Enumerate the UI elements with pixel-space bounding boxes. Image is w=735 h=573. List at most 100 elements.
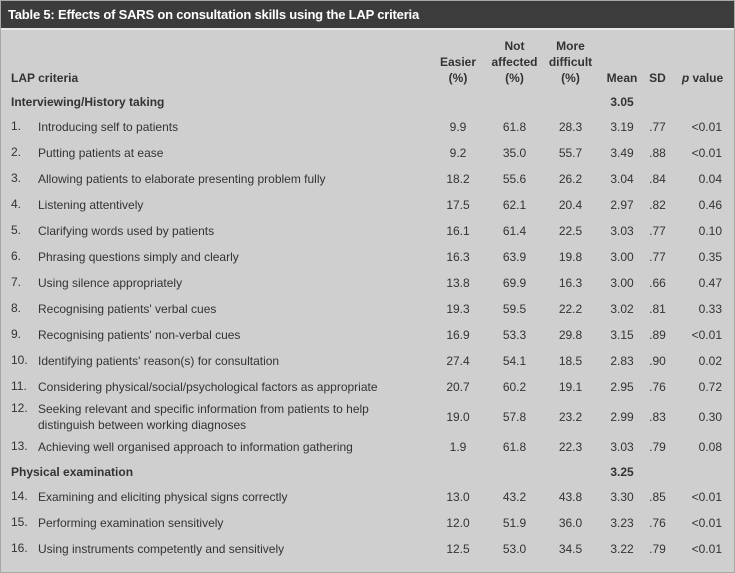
sd-value: .83 [649, 410, 666, 424]
section-mean: 3.05 [610, 95, 634, 109]
criterion-number: 12. [11, 401, 28, 415]
sd-value: .85 [649, 490, 666, 504]
easier-value: 16.9 [446, 328, 470, 342]
criterion-cell: 7. Using silence appropriately [1, 270, 428, 296]
mean-value: 3.02 [610, 302, 634, 316]
p-value: <0.01 [691, 120, 722, 134]
easier-value: 18.2 [446, 172, 470, 186]
not-affected-value: 53.3 [502, 328, 527, 342]
more-difficult-value: 43.8 [558, 490, 583, 504]
p-value: 0.04 [698, 172, 722, 186]
not-affected-value: 59.5 [502, 302, 527, 316]
p-value: <0.01 [691, 490, 722, 504]
sd-value: .66 [649, 276, 666, 290]
mean-value: 3.19 [610, 120, 634, 134]
criterion-cell: 4. Listening attentively [1, 192, 428, 218]
not-affected-value: 57.8 [502, 410, 527, 424]
col-header-criteria: LAP criteria [11, 71, 79, 85]
more-difficult-value: 34.5 [558, 542, 583, 556]
mean-value: 3.03 [610, 440, 634, 454]
table-row: 9. Recognising patients' non-verbal cues 1… [1, 322, 734, 348]
criterion-cell: 12. Seeking relevant and specific informa… [1, 400, 428, 434]
sd-value: .89 [649, 328, 666, 342]
section-title: Physical examination [11, 465, 134, 479]
p-value: <0.01 [691, 328, 722, 342]
criterion-cell: 16. Using instruments competently and sen… [1, 536, 428, 562]
p-value: 0.35 [698, 250, 722, 264]
not-affected-value: 62.1 [502, 198, 527, 212]
table-row: 6. Phrasing questions simply and clearly 1… [1, 244, 734, 270]
section-title: Interviewing/History taking [11, 95, 165, 109]
criterion-text: Examining and eliciting physical signs c… [38, 490, 288, 504]
criterion-cell: 13. Achieving well organised approach to … [1, 434, 428, 460]
more-difficult-value: 29.8 [558, 328, 583, 342]
p-value: 0.02 [698, 354, 722, 368]
p-value: 0.08 [698, 440, 722, 454]
col-header-more-difficult: More difficult (%) [548, 39, 593, 85]
criterion-text: Considering physical/social/psychologica… [38, 380, 378, 394]
easier-value: 19.0 [446, 410, 470, 424]
criterion-text: Recognising patients' non-verbal cues [38, 328, 241, 342]
more-difficult-value: 19.8 [558, 250, 583, 264]
not-affected-value: 63.9 [502, 250, 527, 264]
col-header-mean: Mean [606, 71, 638, 85]
p-value: <0.01 [691, 146, 722, 160]
criterion-cell: 14. Examining and eliciting physical sign… [1, 484, 428, 510]
sd-value: .84 [649, 172, 666, 186]
p-value: 0.47 [698, 276, 722, 290]
criterion-number: 1. [11, 119, 22, 133]
criterion-number: 11. [11, 379, 27, 393]
sd-value: .79 [649, 542, 666, 556]
more-difficult-value: 28.3 [558, 120, 583, 134]
criterion-text: Listening attentively [38, 198, 144, 212]
mean-value: 2.97 [610, 198, 634, 212]
criterion-number: 14. [11, 489, 28, 503]
criterion-cell: 5. Clarifying words used by patients [1, 218, 428, 244]
criterion-number: 8. [11, 301, 22, 315]
criterion-number: 6. [11, 249, 22, 263]
not-affected-value: 61.8 [502, 120, 527, 134]
criterion-text: Performing examination sensitively [38, 516, 224, 530]
col-header-easier: Easier (%) [439, 55, 477, 85]
easier-value: 20.7 [446, 380, 470, 394]
mean-value: 3.22 [610, 542, 634, 556]
more-difficult-value: 19.1 [558, 380, 583, 394]
not-affected-value: 61.8 [502, 440, 527, 454]
table-row: 16. Using instruments competently and sen… [1, 536, 734, 562]
p-value: 0.72 [698, 380, 722, 394]
criterion-cell: 6. Phrasing questions simply and clearly [1, 244, 428, 270]
sd-value: .76 [649, 380, 666, 394]
mean-value: 2.95 [610, 380, 634, 394]
table-row: 1. Introducing self to patients 9.9 61.8 28.… [1, 114, 734, 140]
more-difficult-value: 55.7 [558, 146, 583, 160]
table-row: 15. Performing examination sensitively 12.… [1, 510, 734, 536]
easier-value: 13.0 [446, 490, 470, 504]
sd-value: .77 [649, 120, 666, 134]
mean-value: 3.03 [610, 224, 634, 238]
not-affected-value: 55.6 [502, 172, 527, 186]
easier-value: 1.9 [449, 440, 467, 454]
criterion-cell: 11. Considering physical/social/psycholog… [1, 374, 428, 400]
table-row: 4. Listening attentively 17.5 62.1 20.4 2.97.… [1, 192, 734, 218]
mean-value: 3.23 [610, 516, 634, 530]
col-header-sd: SD [649, 71, 666, 85]
table-row: 12. Seeking relevant and specific informa… [1, 400, 734, 434]
criterion-number: 13. [11, 439, 28, 453]
criterion-cell: 10. Identifying patients' reason(s) for c… [1, 348, 428, 374]
table-row: 14. Examining and eliciting physical sign… [1, 484, 734, 510]
criterion-number: 5. [11, 223, 22, 237]
mean-value: 3.00 [610, 276, 634, 290]
mean-value: 3.49 [610, 146, 634, 160]
mean-value: 3.15 [610, 328, 634, 342]
section-mean: 3.25 [610, 465, 634, 479]
col-header-p-value: p value [681, 71, 724, 85]
table-title: Table 5: Effects of SARS on consultation… [1, 1, 734, 30]
easier-value: 16.1 [446, 224, 470, 238]
p-value: <0.01 [691, 542, 722, 556]
empty-cell [644, 460, 671, 484]
criterion-text: Clarifying words used by patients [38, 224, 215, 238]
table-row: 7. Using silence appropriately 13.8 69.9 16.… [1, 270, 734, 296]
not-affected-value: 54.1 [502, 354, 527, 368]
mean-value: 2.99 [610, 410, 634, 424]
